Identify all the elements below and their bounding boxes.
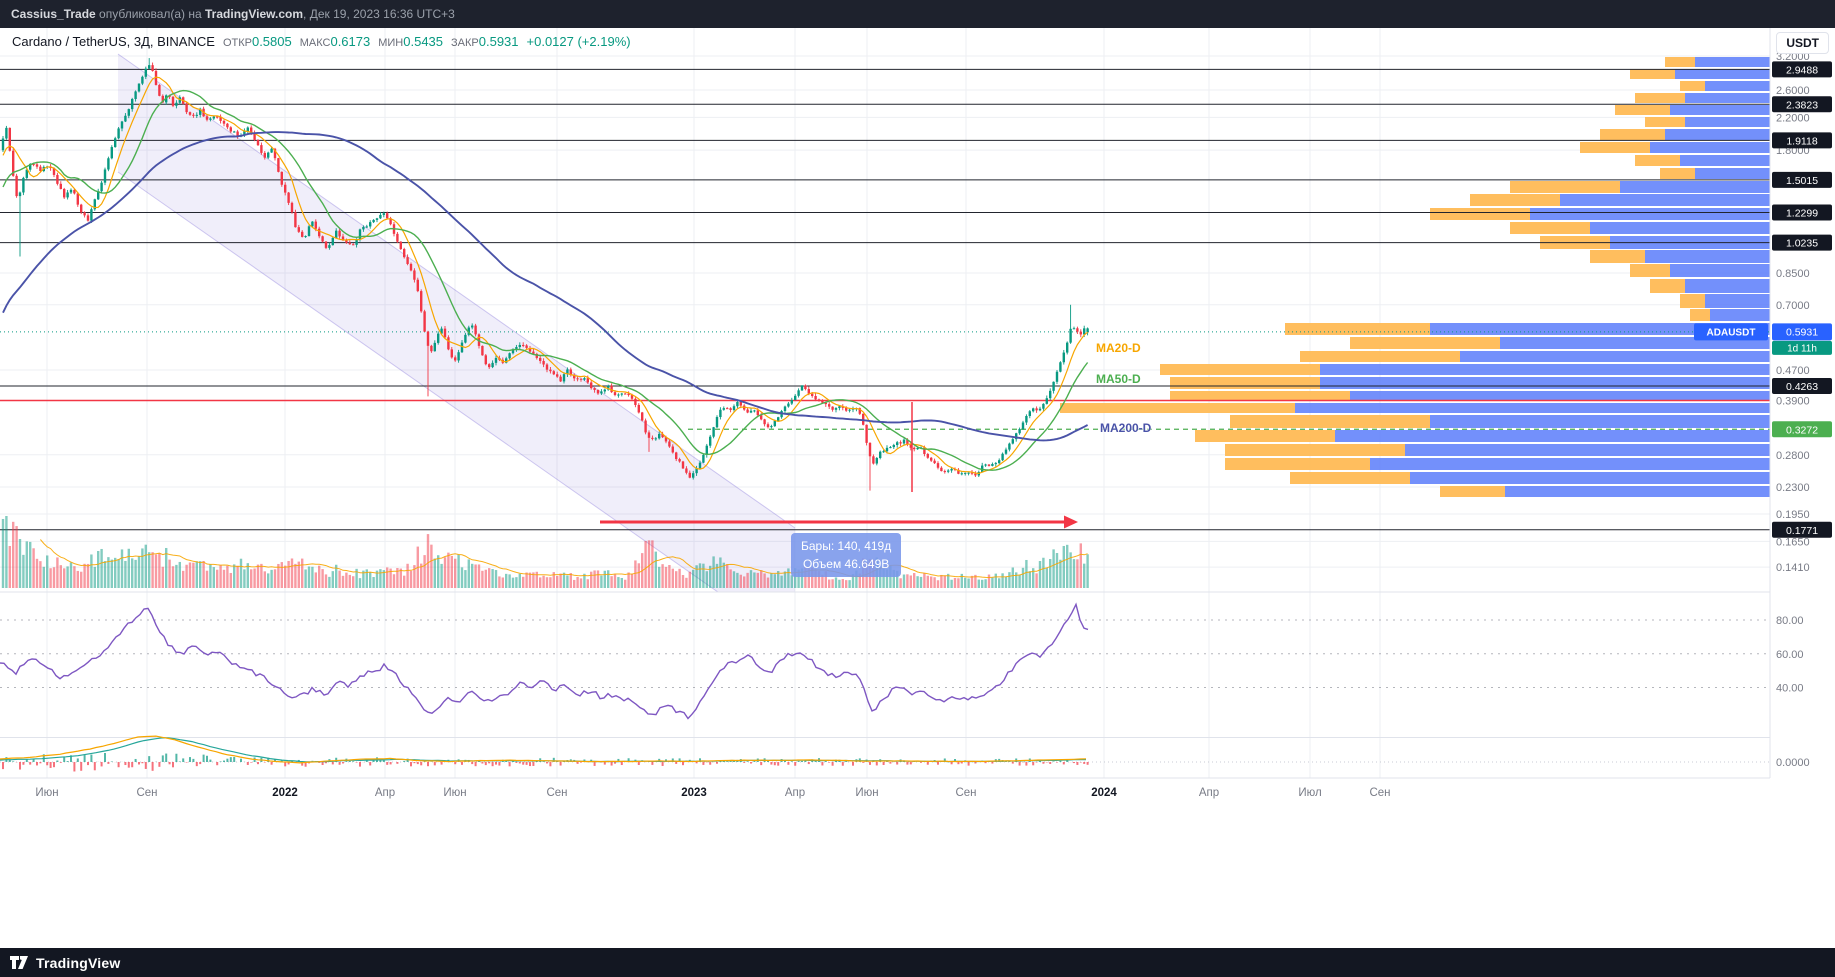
tradingview-logo-icon[interactable] bbox=[10, 955, 29, 970]
svg-text:Сен: Сен bbox=[955, 787, 976, 799]
volume-ma-line bbox=[40, 539, 1088, 579]
svg-text:0.5931: 0.5931 bbox=[1786, 326, 1818, 338]
low-label: МИН bbox=[378, 37, 404, 49]
svg-text:0.1950: 0.1950 bbox=[1776, 509, 1810, 521]
high-label: МАКС bbox=[299, 37, 331, 49]
svg-text:0.1771: 0.1771 bbox=[1786, 525, 1818, 537]
change-value: +0.0127 (+2.19%) bbox=[526, 34, 631, 49]
svg-text:Сен: Сен bbox=[546, 787, 567, 799]
volume-bars bbox=[1, 516, 1089, 588]
site-link[interactable]: TradingView.com bbox=[205, 7, 304, 21]
svg-text:Сен: Сен bbox=[136, 787, 157, 799]
svg-text:0.8500: 0.8500 bbox=[1776, 268, 1810, 280]
svg-text:2.2000: 2.2000 bbox=[1776, 112, 1810, 124]
currency-toggle-button[interactable]: USDT bbox=[1776, 32, 1829, 54]
svg-text:2.3823: 2.3823 bbox=[1786, 99, 1818, 111]
open-label: ОТКР bbox=[222, 37, 252, 49]
ma-label-ma200-d: MA200-D bbox=[1100, 421, 1152, 435]
brand-text[interactable]: TradingView bbox=[36, 954, 121, 971]
svg-text:Июн: Июн bbox=[443, 787, 466, 799]
svg-text:0.0000: 0.0000 bbox=[1776, 757, 1810, 769]
svg-text:0.7000: 0.7000 bbox=[1776, 300, 1810, 312]
publish-action: опубликовал(а) на bbox=[95, 7, 206, 21]
svg-text:Апр: Апр bbox=[1199, 787, 1219, 799]
svg-text:0.1650: 0.1650 bbox=[1776, 536, 1810, 548]
svg-text:1.0235: 1.0235 bbox=[1786, 238, 1818, 250]
close-value: 0.5931 bbox=[478, 34, 519, 49]
svg-text:0.4700: 0.4700 bbox=[1776, 365, 1810, 377]
svg-text:40.00: 40.00 bbox=[1776, 683, 1804, 695]
svg-text:Сен: Сен bbox=[1369, 787, 1390, 799]
svg-text:60.00: 60.00 bbox=[1776, 649, 1804, 661]
svg-text:80.00: 80.00 bbox=[1776, 615, 1804, 627]
publish-header: Cassius_Trade опубликовал(а) на TradingV… bbox=[0, 0, 1835, 28]
publish-date: , Дек 19, 2023 16:36 UTC+3 bbox=[303, 7, 455, 21]
tooltip-bars-line: Бары: 140, 419д bbox=[801, 539, 892, 553]
symbol-legend: Cardano / TetherUS, 3Д, BINANCE ОТКР0.580… bbox=[12, 34, 631, 49]
ma200-line bbox=[2, 131, 1089, 442]
red-arrow-drawing[interactable] bbox=[600, 515, 1078, 529]
svg-text:1.9118: 1.9118 bbox=[1786, 135, 1817, 147]
parallel-channel-drawing[interactable] bbox=[117, 53, 796, 646]
svg-text:0.1410: 0.1410 bbox=[1776, 562, 1810, 574]
oscillator-pane[interactable] bbox=[0, 735, 1770, 772]
svg-text:0.2300: 0.2300 bbox=[1776, 482, 1810, 494]
svg-text:0.3272: 0.3272 bbox=[1786, 424, 1818, 436]
svg-text:ADAUSDT: ADAUSDT bbox=[1707, 327, 1756, 338]
svg-text:2.9488: 2.9488 bbox=[1786, 64, 1818, 76]
svg-text:0.4263: 0.4263 bbox=[1786, 381, 1818, 393]
svg-text:Июн: Июн bbox=[855, 787, 878, 799]
time-axis[interactable]: Июн Сен 2022 Апр Июн Сен 2023 Апр Июн Сен 2024 Апр И… bbox=[35, 787, 1390, 799]
candlestick-series[interactable] bbox=[1, 58, 1089, 491]
symbol-title[interactable]: Cardano / TetherUS, 3Д, BINANCE bbox=[12, 34, 215, 49]
price-axis[interactable]: 3.20002.60002.20001.80000.85000.70000.47… bbox=[1694, 28, 1835, 806]
low-value: 0.5435 bbox=[403, 34, 444, 49]
pane-separators bbox=[0, 591, 1835, 779]
volume-profile bbox=[1060, 57, 1770, 497]
ma-label-ma20-d: MA20-D bbox=[1096, 341, 1141, 355]
svg-text:2023: 2023 bbox=[681, 787, 707, 799]
svg-text:Апр: Апр bbox=[785, 787, 805, 799]
svg-text:0.2800: 0.2800 bbox=[1776, 450, 1810, 462]
measure-tooltip: Бары: 140, 419д Объем 46.649B bbox=[791, 533, 902, 577]
svg-text:Июн: Июн bbox=[35, 787, 58, 799]
svg-text:2022: 2022 bbox=[272, 787, 298, 799]
svg-text:2.6000: 2.6000 bbox=[1776, 85, 1810, 97]
high-value: 0.6173 bbox=[330, 34, 371, 49]
svg-text:0.3900: 0.3900 bbox=[1776, 396, 1810, 408]
svg-text:Июл: Июл bbox=[1298, 787, 1321, 799]
open-value: 0.5805 bbox=[251, 34, 292, 49]
svg-text:2024: 2024 bbox=[1091, 787, 1117, 799]
publisher-name: Cassius_Trade bbox=[11, 7, 96, 21]
tooltip-volume-line: Объем 46.649B bbox=[802, 557, 890, 571]
svg-text:1.5015: 1.5015 bbox=[1786, 175, 1818, 187]
ma50-line bbox=[2, 89, 1089, 471]
svg-text:Апр: Апр bbox=[375, 787, 395, 799]
rsi-pane[interactable] bbox=[0, 602, 1770, 720]
ma-label-ma50-d: MA50-D bbox=[1096, 372, 1141, 386]
close-label: ЗАКР bbox=[451, 37, 479, 49]
svg-text:1.2299: 1.2299 bbox=[1786, 208, 1818, 220]
footer-bar: TradingView bbox=[0, 948, 1835, 977]
svg-text:1d 11h: 1d 11h bbox=[1787, 343, 1817, 354]
